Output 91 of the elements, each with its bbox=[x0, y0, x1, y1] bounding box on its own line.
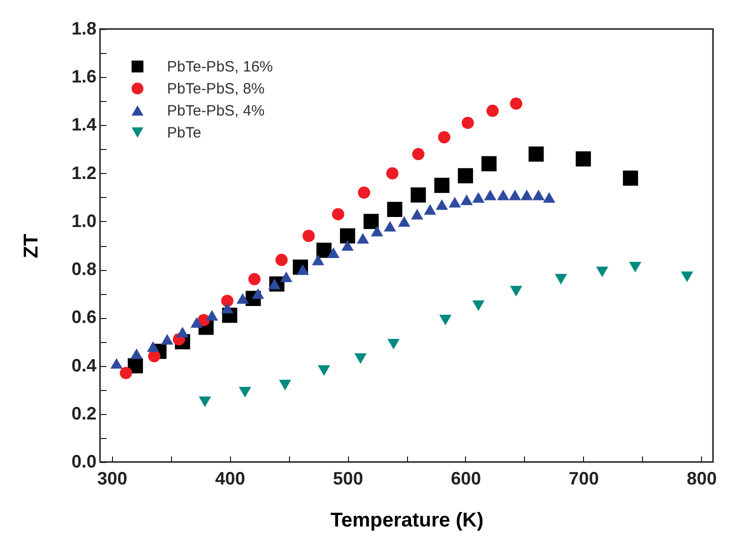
point bbox=[364, 214, 379, 230]
legend-label: PbTe-PbS, 8% bbox=[167, 80, 265, 98]
point bbox=[462, 116, 474, 129]
point bbox=[510, 286, 522, 297]
point bbox=[387, 202, 402, 217]
legend-label: PbTe bbox=[167, 124, 202, 142]
point bbox=[576, 151, 591, 166]
point bbox=[472, 300, 485, 311]
point bbox=[510, 97, 522, 110]
point bbox=[146, 341, 160, 352]
y-tick-label: 1.0 bbox=[71, 210, 96, 231]
x-axis-title: Temperature (K) bbox=[330, 510, 484, 532]
y-tick-label: 1.2 bbox=[71, 162, 96, 183]
legend-label: PbTe-PbS, 16% bbox=[167, 58, 273, 76]
point bbox=[481, 156, 497, 172]
point bbox=[412, 148, 424, 160]
y-tick-label: 0.4 bbox=[71, 355, 96, 376]
point bbox=[161, 334, 174, 345]
point bbox=[316, 242, 332, 258]
y-tick-label: 0.2 bbox=[71, 403, 96, 424]
point bbox=[680, 271, 694, 282]
point bbox=[460, 194, 473, 206]
point bbox=[484, 190, 496, 200]
point bbox=[438, 131, 450, 144]
point bbox=[110, 358, 123, 369]
point bbox=[221, 294, 234, 307]
point bbox=[248, 273, 261, 286]
point bbox=[520, 190, 533, 200]
point bbox=[238, 386, 252, 398]
point bbox=[387, 338, 400, 350]
y-tick-label: 0.6 bbox=[71, 307, 96, 328]
legend-label: PbTe-PbS, 4% bbox=[167, 102, 265, 120]
x-tick-label: 700 bbox=[568, 468, 599, 488]
point bbox=[130, 348, 143, 360]
point bbox=[424, 204, 436, 215]
point bbox=[236, 293, 249, 304]
point bbox=[332, 208, 344, 220]
y-axis-title: ZT bbox=[20, 234, 42, 258]
x-tick-label: 400 bbox=[215, 468, 246, 488]
point bbox=[410, 208, 424, 220]
point bbox=[384, 220, 396, 232]
x-tick-label: 500 bbox=[333, 468, 364, 488]
point bbox=[358, 186, 370, 199]
point bbox=[341, 240, 354, 251]
point bbox=[629, 262, 642, 272]
point bbox=[439, 314, 452, 326]
x-tick-label: 300 bbox=[97, 468, 128, 488]
point bbox=[458, 168, 474, 184]
point bbox=[176, 326, 189, 338]
point bbox=[508, 190, 522, 200]
point bbox=[532, 190, 545, 200]
point bbox=[528, 146, 544, 162]
y-tick-label: 0.0 bbox=[71, 452, 96, 472]
point bbox=[448, 196, 461, 208]
point bbox=[275, 254, 288, 266]
point bbox=[302, 230, 315, 242]
point bbox=[356, 232, 370, 244]
point bbox=[554, 274, 568, 284]
point bbox=[543, 192, 556, 203]
point bbox=[596, 266, 608, 278]
point bbox=[434, 178, 450, 193]
point bbox=[370, 226, 384, 236]
point bbox=[436, 199, 448, 210]
y-tick-label: 1.8 bbox=[71, 18, 96, 38]
point bbox=[268, 278, 281, 290]
point bbox=[386, 167, 398, 180]
point bbox=[190, 317, 203, 328]
point bbox=[221, 302, 234, 314]
x-tick-label: 800 bbox=[686, 468, 717, 488]
point bbox=[354, 353, 367, 364]
point bbox=[340, 228, 356, 244]
point bbox=[278, 380, 292, 390]
point bbox=[120, 366, 132, 380]
point bbox=[206, 310, 218, 321]
point bbox=[252, 288, 264, 299]
point bbox=[312, 254, 324, 266]
point bbox=[198, 396, 212, 408]
point bbox=[296, 264, 309, 275]
x-tick-label: 600 bbox=[450, 468, 481, 488]
point bbox=[327, 247, 340, 258]
point bbox=[497, 190, 510, 200]
point bbox=[318, 365, 330, 376]
y-tick-label: 1.6 bbox=[71, 66, 96, 87]
point bbox=[398, 216, 410, 227]
point bbox=[622, 170, 638, 186]
point bbox=[472, 192, 485, 203]
y-tick-label: 0.8 bbox=[71, 259, 96, 280]
point bbox=[486, 104, 499, 117]
point bbox=[280, 271, 292, 282]
point bbox=[410, 187, 426, 203]
y-tick-label: 1.4 bbox=[71, 114, 96, 135]
